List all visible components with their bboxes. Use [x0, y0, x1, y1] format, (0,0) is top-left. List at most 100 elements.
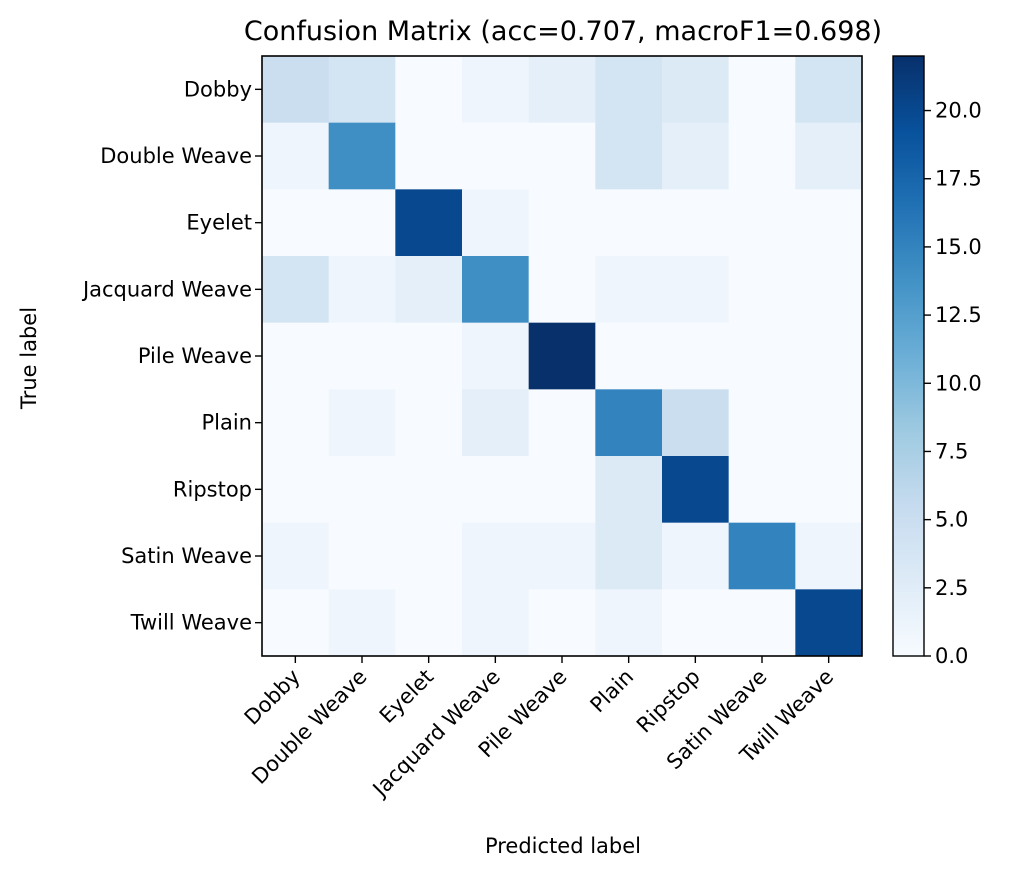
colorbar-tick-label: 17.5	[935, 167, 982, 191]
heatmap-cell	[462, 56, 530, 124]
y-axis-label: True label	[17, 307, 41, 410]
heatmap-cell	[462, 189, 530, 257]
heatmap-cells	[262, 56, 863, 657]
heatmap-cell	[795, 256, 863, 324]
heatmap-cell	[795, 522, 863, 590]
heatmap-cell	[728, 456, 796, 524]
heatmap-cell	[528, 522, 596, 590]
heatmap-cell	[262, 522, 330, 590]
heatmap-cell	[328, 589, 396, 657]
heatmap-cell	[528, 189, 596, 257]
heatmap-cell	[528, 589, 596, 657]
y-axis-ticks: Dobby Double Weave Eyelet Jacquard Weave Pil…	[81, 77, 262, 635]
colorbar-tick-label: 0.0	[935, 644, 968, 668]
heatmap-cell	[528, 322, 596, 390]
y-tick-label: Eyelet	[186, 211, 252, 235]
heatmap-cell	[662, 56, 730, 124]
heatmap-cell	[328, 56, 396, 124]
heatmap-cell	[662, 256, 730, 324]
colorbar-tick-label: 15.0	[935, 235, 982, 259]
heatmap-cell	[728, 389, 796, 457]
heatmap-cell	[328, 456, 396, 524]
heatmap-cell	[728, 322, 796, 390]
heatmap-cell	[662, 456, 730, 524]
heatmap-cell	[728, 122, 796, 190]
x-tick-label: Dobby	[240, 665, 305, 730]
heatmap-cell	[595, 322, 663, 390]
heatmap-cell	[262, 456, 330, 524]
y-tick-label: Ripstop	[173, 477, 252, 501]
heatmap-cell	[795, 189, 863, 257]
heatmap-cell	[795, 456, 863, 524]
heatmap-cell	[462, 322, 530, 390]
colorbar-tick-label: 20.0	[935, 99, 982, 123]
heatmap-cell	[328, 189, 396, 257]
heatmap-cell	[395, 322, 463, 390]
heatmap-cell	[262, 389, 330, 457]
x-tick-label: Double Weave	[247, 665, 371, 789]
x-axis-label: Predicted label	[485, 834, 641, 858]
heatmap-cell	[395, 256, 463, 324]
heatmap-cell	[662, 322, 730, 390]
heatmap-cell	[395, 122, 463, 190]
y-tick-label: Dobby	[184, 77, 252, 101]
heatmap-cell	[795, 389, 863, 457]
heatmap-cell	[795, 322, 863, 390]
heatmap-cell	[662, 589, 730, 657]
y-tick-label: Pile Weave	[138, 344, 252, 368]
heatmap-cell	[262, 56, 330, 124]
chart-title: Confusion Matrix (acc=0.707, macroF1=0.6…	[244, 16, 882, 47]
heatmap-cell	[528, 122, 596, 190]
heatmap-cell	[595, 589, 663, 657]
heatmap-cell	[595, 56, 663, 124]
heatmap-cell	[462, 589, 530, 657]
y-tick-label: Jacquard Weave	[81, 277, 252, 301]
heatmap-cell	[728, 589, 796, 657]
heatmap-cell	[595, 122, 663, 190]
heatmap-cell	[462, 522, 530, 590]
y-tick-label: Twill Weave	[130, 611, 252, 635]
heatmap-cell	[462, 122, 530, 190]
heatmap-cell	[662, 189, 730, 257]
heatmap-cell	[728, 522, 796, 590]
x-tick-label: Eyelet	[375, 665, 438, 728]
heatmap-cell	[262, 322, 330, 390]
heatmap-cell	[662, 122, 730, 190]
heatmap-cell	[528, 256, 596, 324]
heatmap-cell	[395, 189, 463, 257]
heatmap-cell	[595, 256, 663, 324]
heatmap-cell	[395, 389, 463, 457]
heatmap-cell	[662, 522, 730, 590]
x-tick-label: Jacquard Weave	[367, 665, 505, 803]
heatmap-cell	[462, 389, 530, 457]
heatmap-cell	[462, 256, 530, 324]
colorbar-tick-label: 5.0	[935, 508, 968, 532]
heatmap-cell	[528, 456, 596, 524]
heatmap-cell	[395, 56, 463, 124]
heatmap-cell	[262, 256, 330, 324]
y-tick-label: Plain	[201, 411, 252, 435]
x-tick-label: Plain	[586, 665, 639, 718]
heatmap-cell	[728, 256, 796, 324]
colorbar-tick-label: 12.5	[935, 303, 982, 327]
heatmap-cell	[395, 456, 463, 524]
heatmap-cell	[462, 456, 530, 524]
heatmap-cell	[328, 522, 396, 590]
heatmap-cell	[795, 589, 863, 657]
heatmap-cell	[262, 589, 330, 657]
heatmap-cell	[728, 189, 796, 257]
heatmap-cell	[528, 389, 596, 457]
colorbar-ticks: 0.0 2.5 5.0 7.5 10.0 12.5 15.0 17.5 20.0	[924, 99, 982, 668]
colorbar-tick-label: 7.5	[935, 439, 968, 463]
heatmap-cell	[595, 522, 663, 590]
heatmap-cell	[528, 56, 596, 124]
heatmap-cell	[728, 56, 796, 124]
heatmap-cell	[395, 589, 463, 657]
heatmap-cell	[262, 189, 330, 257]
y-tick-label: Double Weave	[100, 144, 252, 168]
heatmap-cell	[595, 389, 663, 457]
heatmap-cell	[328, 322, 396, 390]
